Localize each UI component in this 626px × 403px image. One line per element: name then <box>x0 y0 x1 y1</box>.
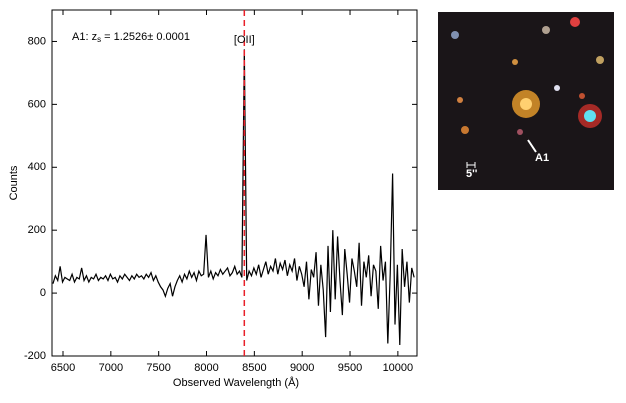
y-tick-label: -200 <box>24 350 46 362</box>
sky-image <box>438 12 614 190</box>
y-tick-label: 600 <box>28 98 46 110</box>
x-tick-label: 7500 <box>146 362 170 374</box>
plot-frame <box>51 9 418 357</box>
spectrum-line <box>52 49 415 346</box>
x-tick-label: 10000 <box>383 362 414 374</box>
y-axis-label: Counts <box>8 165 20 200</box>
x-tick-label: 8500 <box>242 362 266 374</box>
y-tick-label: 800 <box>28 35 46 47</box>
scale-label: 5'' <box>466 168 478 180</box>
y-tick-label: 200 <box>28 224 46 236</box>
reference-label: [OII] <box>234 34 255 46</box>
x-tick-label: 7000 <box>99 362 123 374</box>
x-tick-label: 6500 <box>51 362 75 374</box>
x-axis-label: Observed Wavelength (Å) <box>173 376 299 389</box>
y-tick-label: 0 <box>40 287 46 299</box>
x-tick-label: 9000 <box>290 362 314 374</box>
x-tick-label: 8000 <box>194 362 218 374</box>
image-label: A1 <box>535 152 549 164</box>
y-tick-label: 400 <box>28 161 46 173</box>
x-tick-label: 9500 <box>338 362 362 374</box>
redshift-annotation: A1: zs = 1.2526± 0.0001 <box>72 31 190 44</box>
